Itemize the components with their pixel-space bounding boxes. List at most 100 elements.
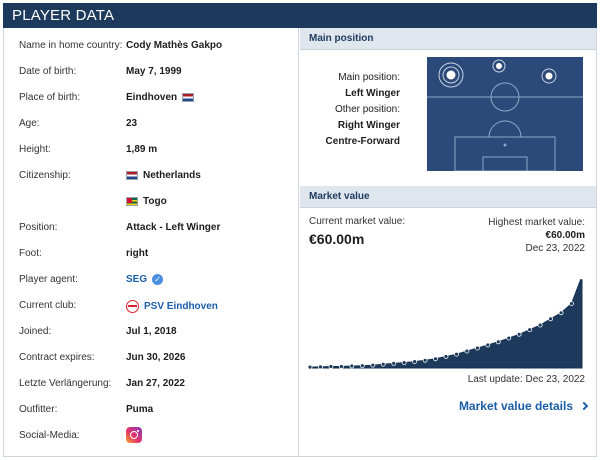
info-label: Place of birth: xyxy=(19,92,81,103)
main-position-value: Left Winger xyxy=(345,88,400,99)
other-position-label: Other position: xyxy=(334,104,400,115)
highest-value-block: Highest market value: €60.00m Dec 23, 20… xyxy=(488,216,585,255)
market-value-point[interactable] xyxy=(537,322,543,328)
info-row-social-media: Social-Media: xyxy=(4,422,296,448)
info-label: Name in home country: xyxy=(19,40,123,51)
info-label: Age: xyxy=(19,118,40,129)
info-row-place-of-birth: Place of birth: Eindhoven xyxy=(4,84,296,110)
market-value-point[interactable] xyxy=(349,363,355,369)
market-value-title: Market value xyxy=(309,191,370,202)
info-value: Jun 30, 2026 xyxy=(126,352,186,363)
info-row-citizenship-2: Togo xyxy=(4,188,296,214)
market-value-point[interactable] xyxy=(516,331,522,337)
market-value-point[interactable] xyxy=(506,335,512,341)
market-value-point[interactable] xyxy=(443,354,449,359)
market-value-point[interactable] xyxy=(359,363,365,369)
info-label: Letzte Verlängerung: xyxy=(19,378,112,389)
info-row-joined: Joined: Jul 1, 2018 xyxy=(4,318,296,344)
market-value-point[interactable] xyxy=(527,327,533,333)
market-value-point[interactable] xyxy=(474,345,480,351)
market-value-point[interactable] xyxy=(391,361,397,366)
position-marker-right-winger xyxy=(541,68,557,84)
main-position-label: Main position: xyxy=(338,72,400,83)
market-value-point[interactable] xyxy=(578,272,586,280)
club-crest-icon[interactable] xyxy=(126,300,139,313)
market-value-point[interactable] xyxy=(318,364,323,370)
market-value-point[interactable] xyxy=(328,364,334,369)
info-value: 23 xyxy=(126,118,138,129)
current-value-label: Current market value: xyxy=(309,216,406,227)
info-label: Height: xyxy=(19,144,51,155)
info-label: Citizenship: xyxy=(19,170,71,181)
date-of-birth-link[interactable]: May 7, 1999 xyxy=(126,66,182,77)
info-row-name: Name in home country: Cody Mathès Gakpo xyxy=(4,32,296,58)
info-value: Eindhoven xyxy=(126,92,178,103)
info-label: Foot: xyxy=(19,248,42,259)
info-value: Cody Mathès Gakpo xyxy=(126,40,223,51)
market-value-point[interactable] xyxy=(370,362,376,368)
market-value-point[interactable] xyxy=(422,357,428,363)
market-value-points xyxy=(308,272,586,370)
market-value-point[interactable] xyxy=(380,361,386,367)
info-label: Player agent: xyxy=(19,274,78,285)
info-row-position: Position: Attack - Left Winger xyxy=(4,214,296,240)
highest-value: €60.00m xyxy=(545,230,585,241)
market-value-point[interactable] xyxy=(558,310,564,316)
market-value-point[interactable] xyxy=(401,360,407,365)
main-position-header: Main position xyxy=(300,28,596,50)
instagram-icon[interactable] xyxy=(126,427,142,443)
current-club-link[interactable]: PSV Eindhoven xyxy=(144,301,218,312)
info-row-agent: Player agent: SEG ✓ xyxy=(4,266,296,292)
section-title: PLAYER DATA xyxy=(12,7,115,24)
market-value-point[interactable] xyxy=(495,339,501,345)
highest-value-date: Dec 23, 2022 xyxy=(525,243,586,254)
info-label: Joined: xyxy=(19,326,52,337)
position-pitch xyxy=(427,57,583,171)
chevron-right-icon xyxy=(579,401,589,411)
info-label: Date of birth: xyxy=(19,66,77,77)
market-value-point[interactable] xyxy=(485,342,491,348)
info-label: Outfitter: xyxy=(19,404,58,415)
penalty-arc xyxy=(488,120,522,138)
togo-flag-icon xyxy=(126,197,138,206)
column-divider xyxy=(298,28,299,456)
penalty-area xyxy=(454,136,556,171)
info-value: right xyxy=(126,248,149,259)
info-row-age: Age: 23 xyxy=(4,110,296,136)
highest-value-label: Highest market value: xyxy=(488,217,585,228)
info-row-foot: Foot: right xyxy=(4,240,296,266)
market-value-chart[interactable] xyxy=(308,272,586,372)
position-marker-left-winger xyxy=(438,62,464,88)
position-marker-centre-forward xyxy=(492,59,506,73)
market-value-point[interactable] xyxy=(454,351,459,357)
main-position-title: Main position xyxy=(309,33,374,44)
market-value-point[interactable] xyxy=(339,364,344,369)
market-value-point[interactable] xyxy=(464,348,470,354)
info-row-current-club: Current club: PSV Eindhoven xyxy=(4,292,296,318)
other-position-value: Centre-Forward xyxy=(325,136,400,147)
goal-area xyxy=(482,156,528,171)
agent-link[interactable]: SEG xyxy=(126,274,148,285)
market-value-point[interactable] xyxy=(548,316,554,322)
info-label: Current club: xyxy=(19,300,77,311)
info-row-outfitter: Outfitter: Puma xyxy=(4,396,296,422)
market-value-details-link[interactable]: Market value details xyxy=(459,399,589,413)
market-value-header: Market value xyxy=(300,186,596,208)
netherlands-flag-icon xyxy=(126,171,138,180)
other-position-value: Right Winger xyxy=(337,120,400,131)
last-update: Last update: Dec 23, 2022 xyxy=(467,374,585,385)
info-row-last-extension: Letzte Verlängerung: Jan 27, 2022 xyxy=(4,370,296,396)
section-header: PLAYER DATA xyxy=(3,3,597,28)
info-row-date-of-birth: Date of birth: May 7, 1999 xyxy=(4,58,296,84)
market-value-point[interactable] xyxy=(569,301,574,307)
info-row-height: Height: 1,89 m xyxy=(4,136,296,162)
netherlands-flag-icon xyxy=(182,93,195,102)
position-labels: Main position: Left Winger Other positio… xyxy=(300,70,430,150)
info-value: Puma xyxy=(126,404,154,415)
market-value-point[interactable] xyxy=(433,356,438,362)
current-value: €60.00m xyxy=(309,231,365,247)
info-label: Position: xyxy=(19,222,58,233)
market-value-point[interactable] xyxy=(308,364,313,370)
market-value-point[interactable] xyxy=(412,359,417,364)
info-value: Attack - Left Winger xyxy=(126,222,221,233)
